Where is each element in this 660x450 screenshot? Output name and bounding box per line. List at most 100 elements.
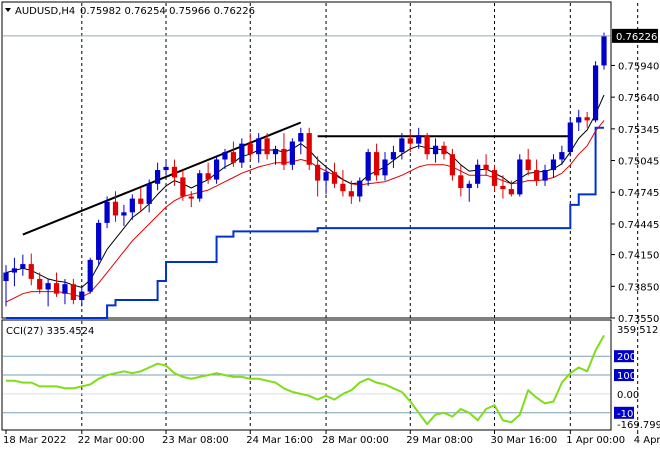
candle-19[interactable] — [163, 159, 169, 176]
candle-body — [441, 145, 447, 155]
candle-10[interactable] — [87, 257, 93, 294]
candle-body — [28, 264, 34, 279]
candle-67[interactable] — [567, 117, 573, 157]
cci-level-tag — [614, 350, 634, 363]
candle-29[interactable] — [247, 133, 253, 160]
candle-6[interactable] — [53, 272, 60, 297]
candle-16[interactable] — [138, 188, 144, 212]
candle-59[interactable] — [500, 175, 506, 199]
price-tick-label: 0.74745 — [618, 188, 659, 199]
candle-body — [601, 35, 607, 66]
candle-71[interactable] — [601, 32, 607, 70]
candle-61[interactable] — [517, 154, 523, 197]
candle-28[interactable] — [239, 138, 245, 168]
candle-41[interactable] — [348, 180, 354, 204]
candle-26[interactable] — [222, 148, 228, 169]
candle-20[interactable] — [171, 159, 178, 186]
candle-32[interactable] — [272, 145, 279, 165]
candle-48[interactable] — [407, 130, 413, 153]
candle-37[interactable] — [315, 156, 321, 197]
candle-34[interactable] — [289, 138, 295, 171]
candle-50[interactable] — [424, 133, 430, 160]
candle-21[interactable] — [180, 170, 186, 201]
candle-64[interactable] — [542, 164, 548, 186]
candle-22[interactable] — [188, 191, 194, 208]
symbol-timeframe: AUDUSD,H4 — [15, 6, 75, 17]
time-tick-label: 28 Mar 00:00 — [322, 435, 389, 446]
candle-body — [87, 259, 93, 292]
candle-60[interactable] — [508, 180, 514, 197]
lower-channel-line — [6, 126, 604, 319]
candle-1[interactable] — [11, 257, 18, 287]
candle-53[interactable] — [449, 148, 456, 181]
candle-4[interactable] — [37, 272, 43, 294]
candle-9[interactable] — [79, 287, 85, 307]
candle-31[interactable] — [264, 133, 270, 160]
candle-45[interactable] — [382, 152, 388, 181]
candle-58[interactable] — [491, 164, 498, 192]
candle-24[interactable] — [205, 162, 211, 184]
candlesticks[interactable] — [3, 32, 607, 307]
candle-body — [373, 152, 380, 176]
candle-body — [399, 138, 405, 153]
candle-66[interactable] — [559, 145, 565, 165]
candle-33[interactable] — [281, 133, 287, 171]
candle-70[interactable] — [592, 61, 599, 123]
candle-54[interactable] — [458, 164, 464, 197]
candle-46[interactable] — [390, 145, 397, 168]
candle-body — [154, 170, 161, 184]
candle-35[interactable] — [298, 127, 304, 155]
candle-55[interactable] — [466, 180, 472, 202]
candle-68[interactable] — [576, 109, 582, 131]
candle-7[interactable] — [62, 278, 68, 305]
price-tick-label: 0.75640 — [618, 93, 659, 104]
candle-17[interactable] — [146, 179, 152, 213]
candle-23[interactable] — [197, 170, 203, 202]
candle-69[interactable] — [584, 111, 590, 128]
candle-0[interactable] — [3, 265, 9, 307]
candle-8[interactable] — [70, 278, 76, 305]
candle-52[interactable] — [441, 141, 447, 160]
candle-body — [432, 145, 439, 155]
candle-body — [449, 154, 456, 176]
candle-62[interactable] — [525, 148, 531, 176]
candle-3[interactable] — [28, 253, 34, 286]
cci-tick-label: 200 — [617, 352, 636, 363]
candle-47[interactable] — [399, 133, 405, 160]
candle-51[interactable] — [432, 138, 439, 163]
candle-11[interactable] — [96, 219, 102, 266]
candle-39[interactable] — [331, 162, 338, 189]
candle-27[interactable] — [230, 141, 237, 167]
candle-body — [264, 138, 270, 155]
candle-43[interactable] — [365, 148, 371, 186]
candle-5[interactable] — [45, 278, 51, 307]
dropdown-triangle-icon[interactable] — [5, 8, 11, 12]
candle-40[interactable] — [340, 170, 346, 197]
candle-15[interactable] — [129, 194, 135, 220]
candle-36[interactable] — [306, 127, 312, 171]
candle-body — [230, 152, 237, 163]
candle-63[interactable] — [534, 159, 540, 186]
candle-18[interactable] — [154, 162, 161, 191]
candle-25[interactable] — [213, 156, 220, 184]
candle-body — [550, 159, 557, 171]
candle-body — [79, 291, 85, 301]
candle-2[interactable] — [20, 254, 26, 276]
candle-56[interactable] — [475, 159, 481, 189]
time-tick-label: 1 Apr 00:00 — [566, 435, 625, 446]
candle-30[interactable] — [256, 133, 262, 163]
candle-65[interactable] — [550, 154, 557, 178]
candle-body — [517, 159, 523, 195]
candle-14[interactable] — [121, 204, 127, 227]
candle-44[interactable] — [373, 143, 380, 181]
candle-13[interactable] — [112, 191, 119, 222]
candle-49[interactable] — [416, 127, 422, 149]
cci-tick-label: 359.512 — [617, 325, 658, 336]
candle-42[interactable] — [357, 177, 363, 202]
candle-38[interactable] — [323, 166, 329, 195]
candle-57[interactable] — [483, 154, 489, 176]
candle-body — [424, 135, 430, 155]
candle-12[interactable] — [104, 196, 110, 229]
time-tick-label: 18 Mar 2022 — [3, 435, 66, 446]
